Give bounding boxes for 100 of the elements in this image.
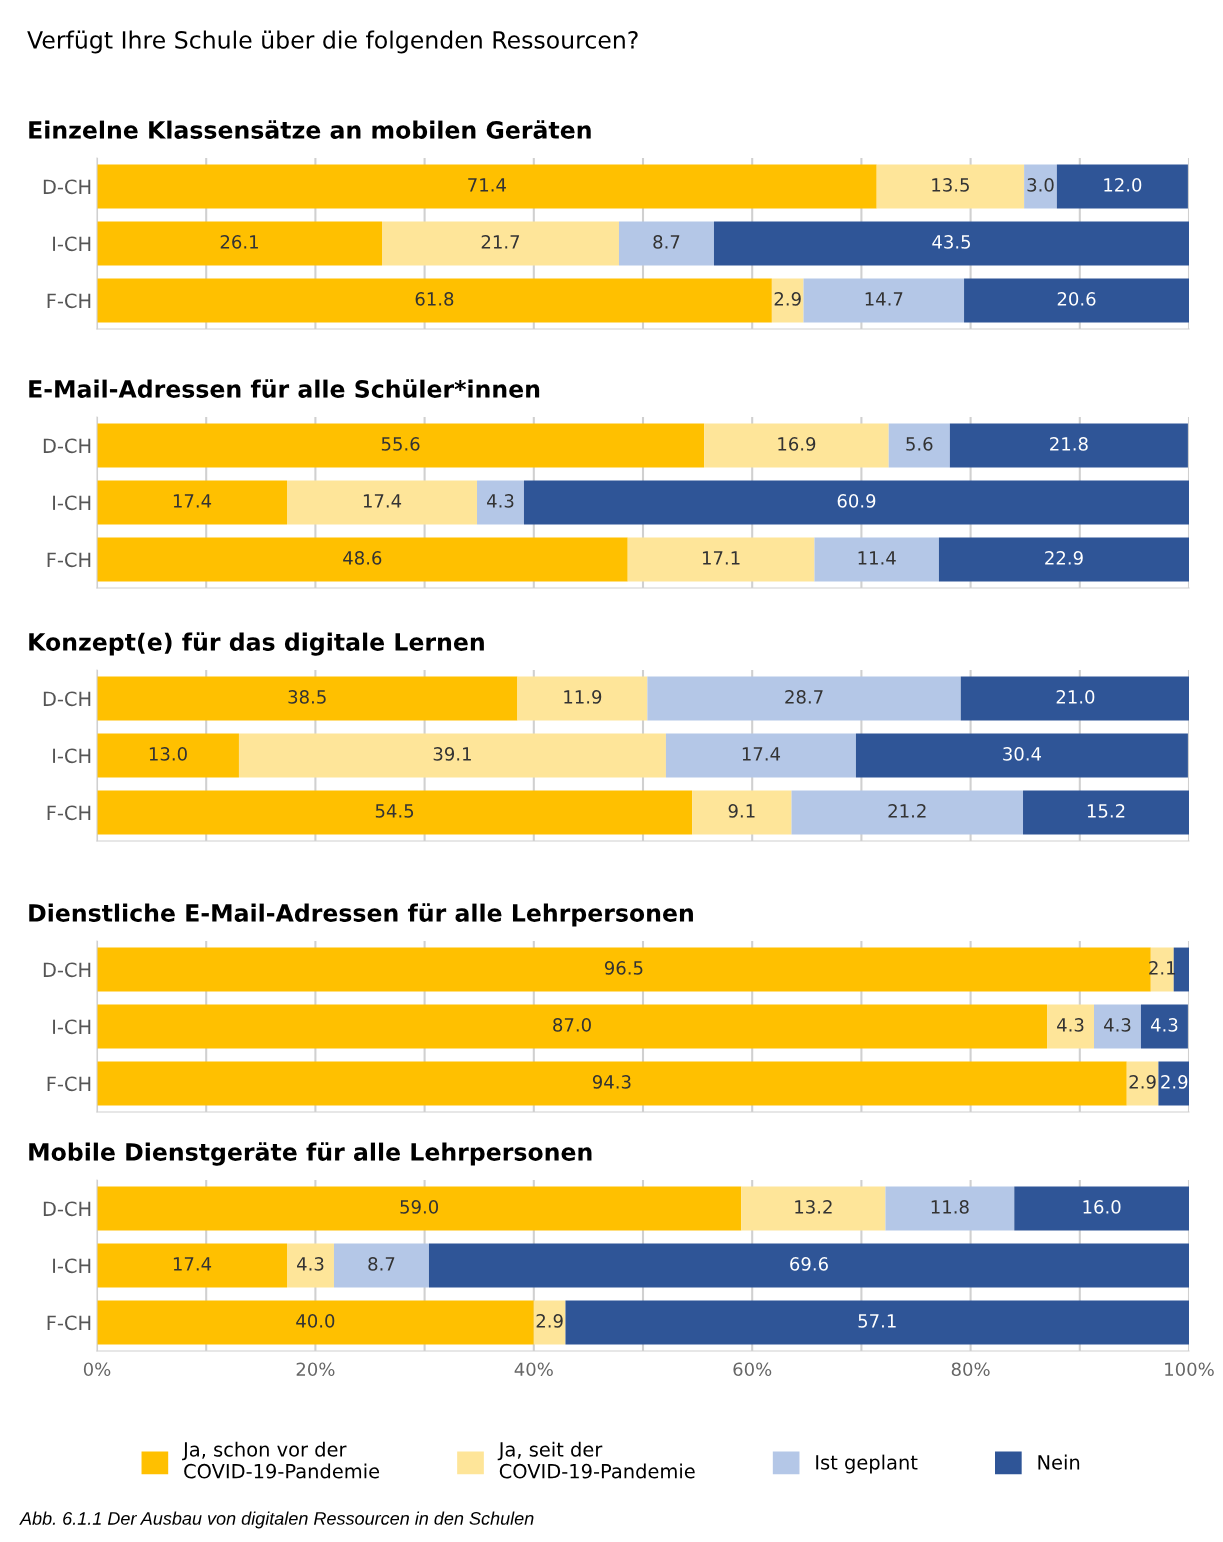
data-label: 59.0 [400,1200,439,1214]
x-tick-label: 0% [83,1362,111,1377]
bar [97,676,518,721]
bar [97,1243,288,1288]
bar [97,1061,1127,1106]
y-tick-label: F-CH [47,552,91,568]
bar [97,278,772,323]
data-label: 87.0 [553,1018,591,1032]
bar [97,1004,1048,1049]
bar [1056,164,1188,209]
bar [238,733,666,778]
data-label: 40.0 [296,1314,335,1328]
data-label: 39.1 [433,747,471,761]
text: Verfügt Ihre Schule über die folgenden Ressourcen? [27,30,638,54]
data-label: 16.0 [1083,1200,1121,1214]
bar [888,423,950,468]
bar [771,278,804,323]
bar [477,480,524,525]
data-label: 11.9 [564,690,602,704]
y-tick-label: D-CH [43,962,91,978]
data-label: 22.9 [1045,551,1083,565]
y-tick-label: F-CH [47,1315,91,1331]
data-label: 71.4 [468,178,506,192]
data-label: 57.1 [858,1314,896,1328]
bar [949,423,1188,468]
y-tick-label: D-CH [43,1201,91,1217]
bar [741,1186,886,1231]
bar [1014,1186,1189,1231]
bar [876,164,1025,209]
data-label: 4.3 [1057,1018,1084,1032]
data-label: 12.0 [1104,178,1142,192]
data-label: 69.6 [790,1257,828,1271]
bar [1023,790,1189,835]
bar [665,733,856,778]
data-label: 17.1 [702,551,740,565]
data-label: 54.5 [375,804,414,818]
bar [97,221,383,266]
data-label: 17.4 [363,494,402,508]
bar [938,537,1189,582]
bar [97,733,239,778]
caption: Abb. 6.1.1 Der Ausbau von digitalen Ressourcen in den Schulen [19,1511,534,1529]
y-tick-label: I-CH [53,236,91,252]
data-label: 13.0 [149,747,187,761]
data-label: 16.9 [778,437,816,451]
data-label: 94.3 [592,1075,631,1089]
bar [333,1243,429,1288]
bar [647,676,961,721]
chart-title: Konzept(e) für das digitale Lernen [29,632,484,656]
bar [428,1243,1189,1288]
bar [97,480,288,525]
bar [1173,947,1189,992]
data-label: 4.3 [1150,1018,1178,1032]
bar [885,1186,1015,1231]
data-label: 8.7 [368,1257,395,1271]
bar [1047,1004,1094,1049]
data-label: 2.9 [1161,1075,1188,1089]
y-tick-label: I-CH [53,495,91,511]
bar [97,947,1151,992]
bar [964,278,1189,323]
data-label: 17.4 [742,747,781,761]
data-label: 26.1 [220,235,258,249]
bar [517,676,648,721]
bar [791,790,1024,835]
legend-label: Ja, seit der COVID-19-Pandemie [497,1441,695,1479]
data-label: 28.7 [785,690,823,704]
bar [960,676,1189,721]
bar [97,164,877,209]
bar [713,221,1189,266]
data-label: 11.8 [931,1200,969,1214]
bar [692,790,792,835]
y-tick-label: F-CH [47,293,91,309]
bar [1024,164,1057,209]
bar [97,537,628,582]
y-tick-label: F-CH [47,1076,91,1092]
data-label: 2.9 [536,1314,563,1328]
bar [287,1243,334,1288]
bar [97,790,693,835]
legend-label: Nein [1038,1454,1080,1470]
chart-title: Mobile Dienstgeräte für alle Lehrpersonen [29,1142,592,1166]
data-label: 21.7 [481,235,520,249]
data-label: 4.3 [297,1257,324,1271]
y-tick-label: I-CH [53,1258,91,1274]
x-tick-label: 100% [1165,1362,1214,1377]
bar [287,480,478,525]
bar [1158,1061,1189,1106]
data-label: 17.4 [173,494,212,508]
bar [1140,1004,1188,1049]
data-label: 3.0 [1027,178,1054,192]
data-label: 4.3 [1104,1018,1131,1032]
bar [97,1186,742,1231]
bar [618,221,714,266]
bar [704,423,889,468]
data-label: 21.8 [1050,437,1088,451]
data-label: 61.8 [415,292,454,306]
data-label: 17.4 [173,1257,212,1271]
y-tick-label: D-CH [43,179,91,195]
x-tick-label: 20% [296,1362,335,1377]
data-label: 60.9 [837,494,876,508]
bar [523,480,1189,525]
data-label: 15.2 [1087,804,1125,818]
